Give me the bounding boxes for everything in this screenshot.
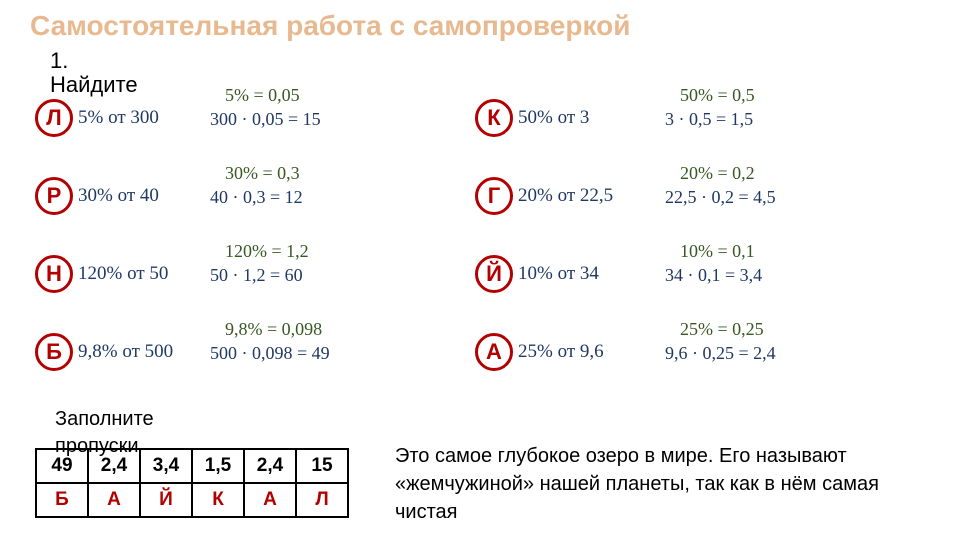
table-letter-cell: Л (296, 483, 348, 517)
problem-text: 5% от 300 (78, 107, 159, 129)
problem-row: К50% от 3 50% = 0,5 3 · 0,5 = 1,5 (470, 85, 930, 155)
page-title: Самостоятельная работа с самопроверкой (30, 10, 940, 42)
calculation-text: 40 · 0,3 = 12 (210, 187, 303, 208)
answer-table: 492,43,41,52,415 БАЙКАЛ (35, 448, 349, 518)
problem-row: Р30% от 40 30% = 0,3 40 · 0,3 = 12 (30, 163, 490, 233)
problems-container: Л5% от 300 5% = 0,05 300 · 0,05 = 15 Р30% о… (30, 85, 940, 405)
table-letter-cell: А (244, 483, 296, 517)
conversion-text: 5% = 0,05 (225, 85, 300, 106)
table-letter-cell: Й (140, 483, 192, 517)
calculation-text: 22,5 · 0,2 = 4,5 (665, 187, 776, 208)
letter-circle: Б (35, 333, 73, 371)
letter-circle: Й (475, 255, 513, 293)
instruction-number: 1. (50, 48, 68, 74)
conversion-text: 20% = 0,2 (680, 163, 755, 184)
conversion-text: 10% = 0,1 (680, 241, 755, 262)
answer-values-row: 492,43,41,52,415 (36, 449, 348, 483)
letter-circle: Л (35, 99, 73, 137)
letter-circle: К (475, 99, 513, 137)
conversion-text: 25% = 0,25 (680, 319, 764, 340)
calculation-text: 500 · 0,098 = 49 (210, 343, 330, 364)
letter-circle: Р (35, 177, 73, 215)
answer-letters-row: БАЙКАЛ (36, 483, 348, 517)
problem-text: 50% от 3 (518, 107, 589, 129)
table-value-cell: 2,4 (244, 449, 296, 483)
calculation-text: 34 · 0,1 = 3,4 (665, 265, 762, 286)
calculation-text: 3 · 0,5 = 1,5 (665, 109, 753, 130)
table-letter-cell: А (88, 483, 140, 517)
calculation-text: 50 · 1,2 = 60 (210, 265, 303, 286)
problem-row: Г20% от 22,5 20% = 0,2 22,5 · 0,2 = 4,5 (470, 163, 930, 233)
table-value-cell: 1,5 (192, 449, 244, 483)
problem-row: Н120% от 50 120% = 1,2 50 · 1,2 = 60 (30, 241, 490, 311)
table-letter-cell: К (192, 483, 244, 517)
problem-row: Й10% от 34 10% = 0,1 34 · 0,1 = 3,4 (470, 241, 930, 311)
conversion-text: 9,8% = 0,098 (225, 319, 322, 340)
problem-text: 120% от 50 (78, 263, 168, 285)
table-value-cell: 3,4 (140, 449, 192, 483)
letter-circle: Н (35, 255, 73, 293)
problem-text: 25% от 9,6 (518, 341, 604, 363)
description-text: Это самое глубокое озеро в мире. Его наз… (395, 442, 940, 526)
conversion-text: 120% = 1,2 (225, 241, 309, 262)
problem-row: А25% от 9,6 25% = 0,25 9,6 · 0,25 = 2,4 (470, 319, 930, 389)
problem-row: Л5% от 300 5% = 0,05 300 · 0,05 = 15 (30, 85, 490, 155)
problem-text: 20% от 22,5 (518, 185, 613, 207)
problem-row: Б9,8% от 500 9,8% = 0,098 500 · 0,098 = 49 (30, 319, 490, 389)
problem-text: 9,8% от 500 (78, 341, 173, 363)
table-value-cell: 2,4 (88, 449, 140, 483)
conversion-text: 30% = 0,3 (225, 163, 300, 184)
table-letter-cell: Б (36, 483, 88, 517)
problem-text: 10% от 34 (518, 263, 599, 285)
table-value-cell: 49 (36, 449, 88, 483)
conversion-text: 50% = 0,5 (680, 85, 755, 106)
letter-circle: А (475, 333, 513, 371)
table-value-cell: 15 (296, 449, 348, 483)
calculation-text: 300 · 0,05 = 15 (210, 109, 321, 130)
problem-text: 30% от 40 (78, 185, 159, 207)
letter-circle: Г (475, 177, 513, 215)
fill-label: Заполните (55, 408, 154, 431)
calculation-text: 9,6 · 0,25 = 2,4 (665, 343, 776, 364)
